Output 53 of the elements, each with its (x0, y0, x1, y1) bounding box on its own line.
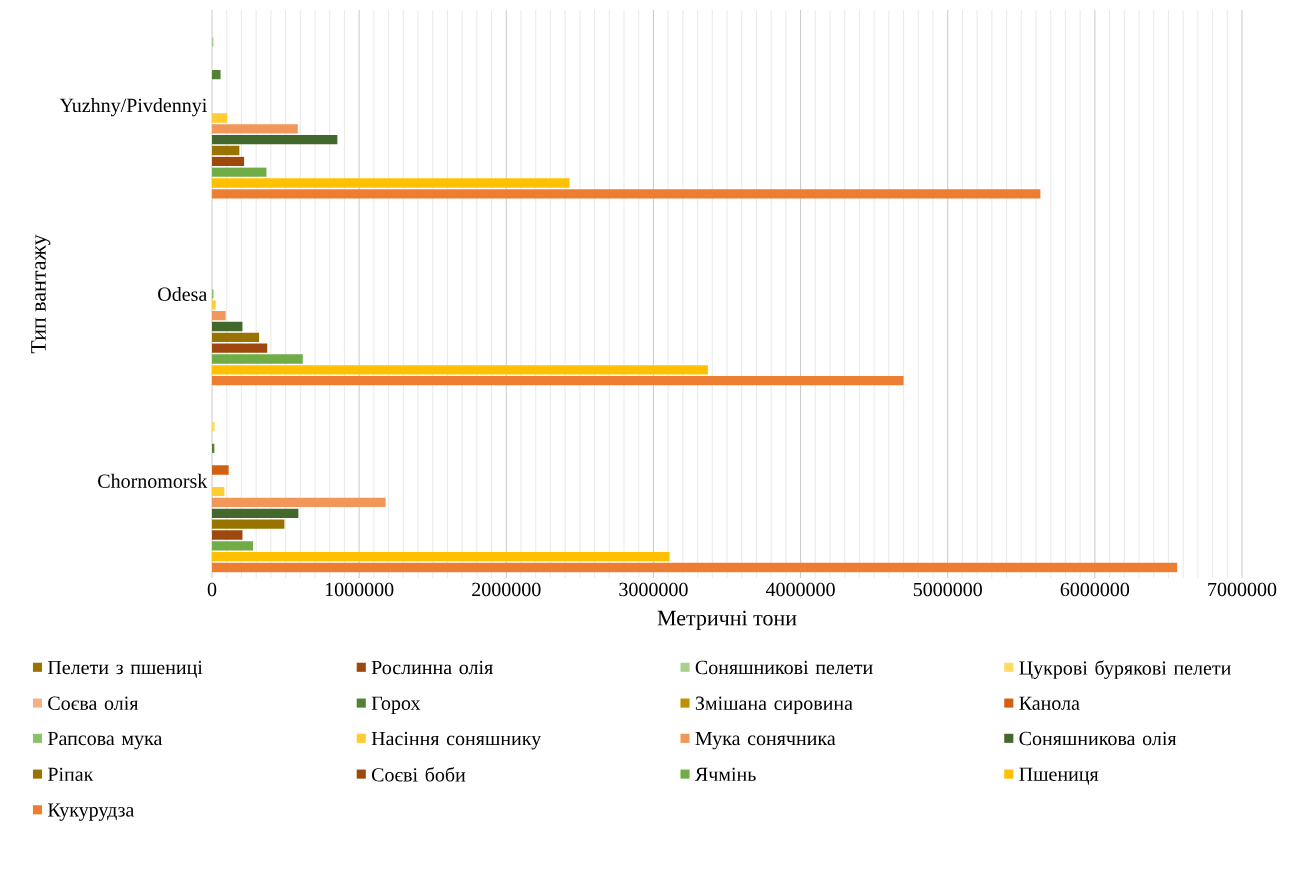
legend-label: Мука сонячника (695, 731, 836, 750)
x-tick-label: 0 (207, 582, 217, 597)
x-tick-label: 6000000 (1060, 582, 1130, 597)
legend-label: Канола (1019, 696, 1080, 710)
legend-label: Соєва олія (48, 696, 139, 711)
legend-label: Пелети з пшениці (47, 660, 203, 678)
bar (212, 134, 338, 145)
legend-label: Ячмінь (694, 767, 756, 781)
y-tick-label: Yuzhny/Pivdennyi (59, 98, 207, 117)
y-tick-label: Odesa (158, 286, 208, 302)
bar (212, 145, 240, 156)
bar (212, 562, 1178, 573)
bar (212, 156, 245, 167)
legend-label: Насіння соняшнику (371, 731, 542, 750)
legend-label: Цукрові бурякові пелети (1019, 660, 1231, 679)
legend-label: Горох (371, 696, 421, 715)
legend-label: Рослинна олія (371, 660, 493, 675)
legend-label: Змішана сировина (695, 696, 853, 715)
bar (212, 508, 299, 519)
legend-label: Соняшникові пелети (695, 660, 873, 675)
x-tick-label: 1000000 (325, 582, 394, 597)
bar (212, 530, 243, 540)
bar (212, 552, 670, 562)
x-tick-label: 4000000 (765, 582, 835, 597)
x-tick-label: 5000000 (913, 582, 982, 597)
legend-label: Пшениця (1019, 767, 1099, 785)
bar (212, 189, 1041, 199)
bar (212, 354, 303, 364)
x-tick-label: 7000000 (1208, 582, 1277, 597)
legend-label: Ріпак (47, 767, 94, 782)
bar (212, 343, 268, 353)
bar (212, 321, 243, 332)
legend-label: Соняшникова олія (1019, 731, 1177, 746)
bar (212, 519, 285, 529)
x-tick-label: 3000000 (619, 582, 688, 597)
legend-label: Кукурудза (47, 803, 135, 821)
x-tick-label: 2000000 (472, 582, 541, 597)
bar (212, 124, 298, 134)
bar (212, 365, 708, 375)
bar (212, 376, 904, 386)
legend-label: Рапсова мука (47, 731, 163, 750)
x-axis-title: Метричні тони (657, 610, 797, 630)
y-tick-label: Chornomorsk (98, 473, 208, 488)
bar (212, 332, 260, 343)
legend-label: Соєві боби (371, 767, 466, 782)
bar (212, 311, 226, 321)
bar (212, 167, 267, 177)
bar (212, 113, 228, 123)
bar (212, 178, 570, 188)
bar (212, 497, 386, 508)
bar (212, 465, 229, 475)
y-axis-title: Тип вантажу (31, 234, 51, 354)
bar (212, 541, 254, 551)
